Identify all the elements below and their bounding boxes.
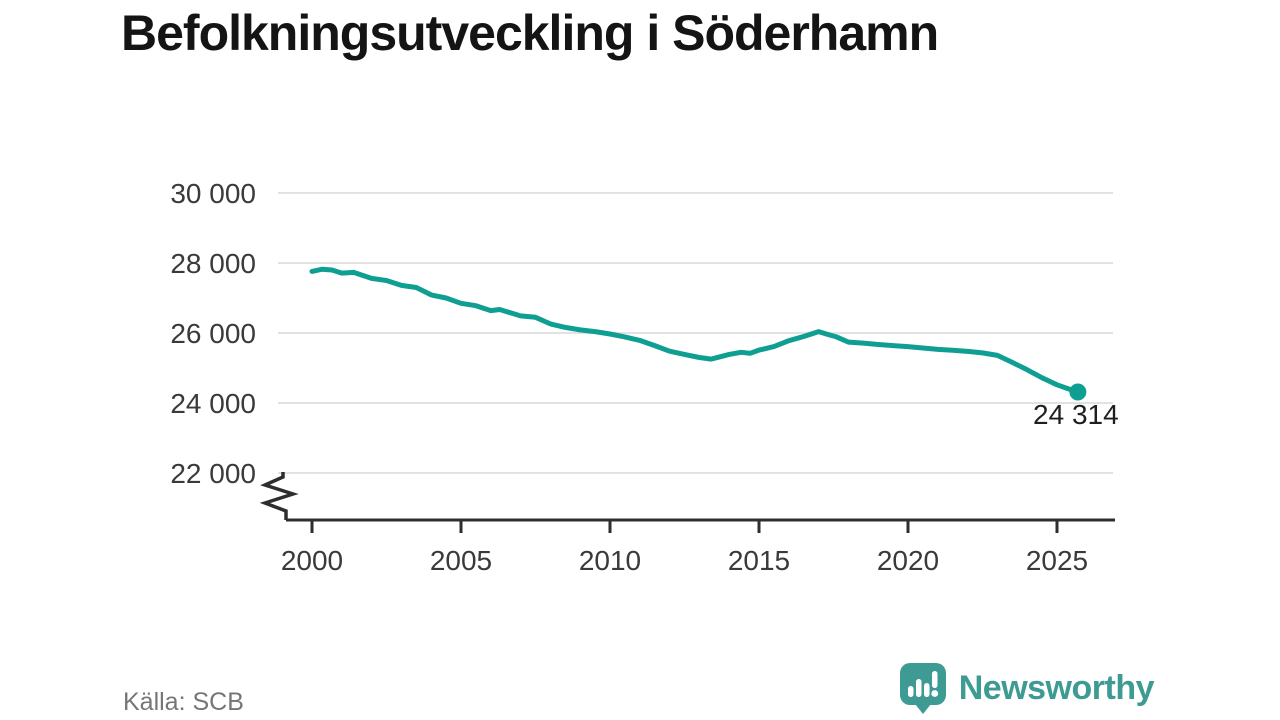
x-axis-tick-label: 2005	[430, 545, 492, 576]
population-line	[309, 266, 1081, 395]
newsworthy-logo-icon	[899, 663, 946, 714]
y-axis-tick-label: 24 000	[170, 388, 256, 419]
x-axis-tick-label: 2025	[1026, 545, 1088, 576]
source-label: Källa: SCB	[123, 688, 244, 716]
axis-break-zigzag	[259, 472, 299, 520]
y-axis-tick-label: 28 000	[170, 248, 256, 279]
x-axis-tick-label: 2015	[728, 545, 790, 576]
brand-footer: Newsworthy	[899, 662, 1155, 714]
y-axis-tick-label: 26 000	[170, 318, 256, 349]
x-axis-tick-label: 2010	[579, 545, 641, 576]
last-point-marker	[1069, 383, 1087, 401]
x-axis-tick-label: 2020	[877, 545, 939, 576]
last-value-label: 24 314	[1033, 399, 1119, 430]
x-axis-tick-label: 2000	[281, 545, 343, 576]
y-axis-tick-label: 30 000	[170, 178, 256, 209]
page-title: Befolkningsutveckling i Söderhamn	[121, 5, 939, 61]
brand-wordmark: Newsworthy	[958, 668, 1155, 707]
y-axis-tick-label: 22 000	[170, 458, 256, 489]
